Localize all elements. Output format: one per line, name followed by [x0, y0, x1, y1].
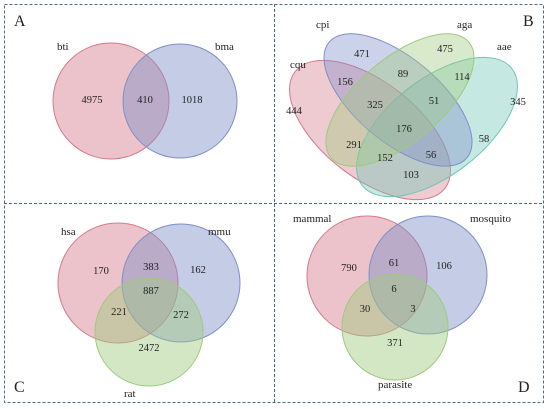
count-rat-only: 2472: [139, 343, 160, 354]
panel-letter: B: [523, 13, 534, 30]
set-label-hsa: hsa: [61, 226, 76, 238]
count-cpi-aga-aae: 51: [429, 96, 440, 107]
count-mmu-only: 162: [190, 265, 206, 276]
panel-d: D mammal mosquito parasite 790 61 106 6 …: [293, 213, 530, 396]
set-label-cpi: cpi: [316, 19, 329, 31]
panel-letter: A: [14, 13, 26, 30]
venn-set-mmu: [121, 223, 241, 343]
count-mammal-mosquito: 61: [389, 258, 400, 269]
count-mammal-only: 790: [341, 263, 357, 274]
set-label-aga: aga: [457, 19, 472, 31]
set-label-bti: bti: [57, 41, 69, 53]
venn-set-mammal: [306, 215, 428, 337]
count-hsa-only: 170: [93, 266, 109, 277]
count-all: 6: [391, 284, 396, 295]
set-label-aae: aae: [497, 41, 512, 53]
panel-letter: C: [14, 379, 25, 396]
count-only-bma: 1018: [182, 95, 203, 106]
venn-set-parasite: [341, 273, 449, 381]
count-cqu-cpi: 156: [337, 77, 353, 88]
count-bti-bma: 410: [137, 95, 153, 106]
set-label-rat: rat: [124, 388, 136, 400]
venn-set-mosquito: [368, 215, 488, 335]
count-only-bti: 4975: [82, 95, 103, 106]
venn-set-aga: [325, 33, 475, 167]
set-label-parasite: parasite: [378, 379, 412, 391]
set-label-mosquito: mosquito: [470, 213, 511, 225]
count-cpi-only: 471: [354, 49, 370, 60]
count-mosquito-parasite: 3: [410, 304, 415, 315]
count-mammal-parasite: 30: [360, 304, 371, 315]
venn-set-bma: [122, 43, 238, 159]
count-all: 887: [143, 286, 159, 297]
count-aga-only: 475: [437, 44, 453, 55]
count-cqu-cpi-aga: 325: [367, 100, 383, 111]
count-cqu-aae: 103: [403, 170, 419, 181]
count-mmu-rat: 272: [173, 310, 189, 321]
count-cqu-aga: 291: [346, 140, 362, 151]
venn-set-aae: [356, 56, 518, 198]
count-cpi-aae: 58: [479, 134, 490, 145]
set-label-cqu: cqu: [290, 59, 306, 71]
panel-b: B cpi aga aae cqu 471 475 89 156 114 345…: [286, 13, 534, 201]
panel-a: A bti bma 4975 410 1018: [14, 13, 238, 160]
set-label-bma: bma: [215, 41, 234, 53]
venn-set-rat: [94, 277, 204, 387]
count-mosquito-only: 106: [436, 261, 452, 272]
count-cqu-cpi-aae: 56: [426, 150, 437, 161]
count-hsa-mmu: 383: [143, 262, 159, 273]
count-aae-only: 345: [510, 97, 526, 108]
count-cpi-aga: 89: [398, 69, 409, 80]
venn-set-bti: [52, 42, 170, 160]
count-hsa-rat: 221: [111, 307, 127, 318]
set-label-mammal: mammal: [293, 213, 332, 225]
count-all: 176: [396, 124, 412, 135]
set-label-mmu: mmu: [208, 226, 231, 238]
count-parasite-only: 371: [387, 338, 403, 349]
panel-c: C hsa mmu rat 170 383 162 887 221 272 24…: [14, 222, 241, 400]
count-cqu-only: 444: [286, 106, 303, 117]
panel-letter: D: [518, 379, 530, 396]
count-cqu-aga-aae: 152: [377, 153, 393, 164]
venn-set-cpi: [323, 33, 473, 167]
venn-set-hsa: [57, 222, 179, 344]
count-aga-aae: 114: [454, 72, 470, 83]
